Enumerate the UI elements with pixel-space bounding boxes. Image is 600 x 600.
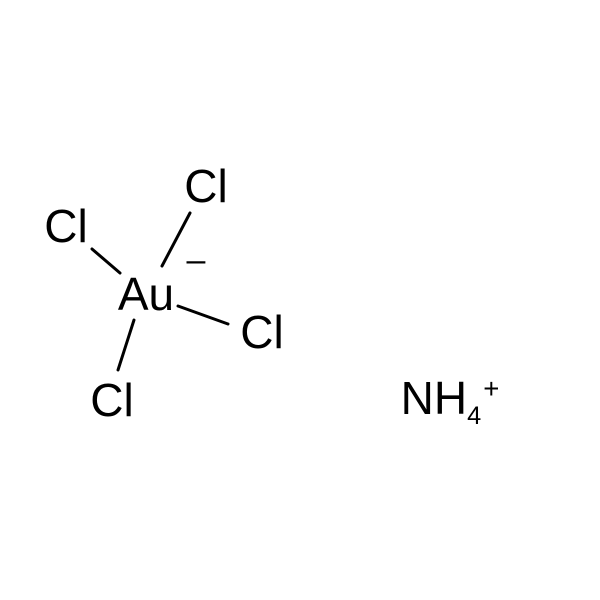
- atom-label: NH: [401, 372, 467, 424]
- atom-au: Au: [118, 271, 174, 317]
- atom-cl-top-left: Cl: [44, 203, 87, 249]
- charge-label: –: [187, 241, 206, 279]
- atom-cl-bottom-left: Cl: [90, 377, 133, 423]
- atom-label: Cl: [184, 160, 227, 212]
- atom-cl-top: Cl: [184, 163, 227, 209]
- au-charge: –: [187, 243, 206, 277]
- atom-label: Cl: [44, 200, 87, 252]
- atom-cl-right: Cl: [240, 309, 283, 355]
- bonds-layer: [0, 0, 600, 600]
- atom-label: Cl: [90, 374, 133, 426]
- bond: [178, 306, 228, 324]
- atom-label: Cl: [240, 306, 283, 358]
- bond: [92, 249, 120, 273]
- atom-label: Au: [118, 268, 174, 320]
- chemical-structure: Au – Cl Cl Cl Cl NH4+: [0, 0, 600, 600]
- atom-sub: 4: [467, 402, 481, 430]
- atom-nh4: NH4+: [401, 375, 500, 421]
- bond: [118, 320, 134, 370]
- atom-sup: +: [483, 373, 499, 404]
